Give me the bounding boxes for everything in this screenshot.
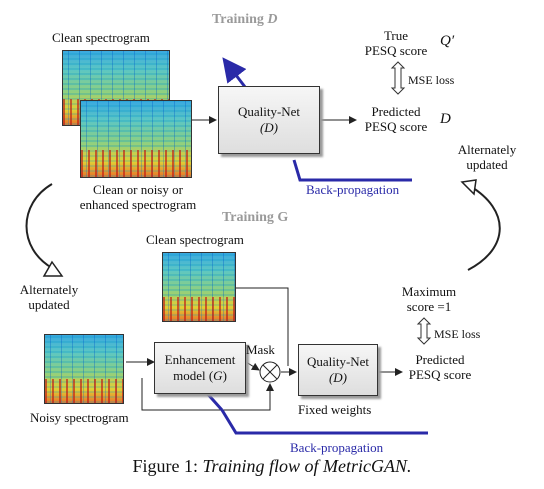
maximum-score-label: Maximum score =1 [401,284,457,314]
mse-double-arrow-bottom [416,317,432,345]
backprop-d-label: Back-propagation [306,182,400,197]
arrow-noisy-to-multiply [141,378,274,411]
mse-double-arrow-top [390,61,406,95]
arrow-enhancement-to-multiply [245,361,260,371]
enhancement-model-box: Enhancement model (G) [154,342,246,394]
noisy-spectrogram-image-g [44,334,124,404]
noisy-spectrogram-image-d [80,100,192,178]
arrow-clean-to-quality-net-g [236,287,289,366]
true-score-variable: Q′ [440,33,455,49]
fixed-weights-label: Fixed weights [298,402,372,417]
predicted-score-variable: D [440,111,451,127]
mask-label: Mask [246,342,275,357]
backprop-d-line [292,159,412,182]
training-g-label: Training G [222,210,289,225]
alternately-left-arrow [25,183,53,269]
training-d-label: Training D [212,12,278,27]
alternately-updated-left: Alternately updated [19,282,79,312]
backprop-g-line [220,409,428,435]
clean-spectrogram-label-d: Clean spectrogram [52,30,150,45]
noisy-spectrogram-label: Noisy spectrogram [30,410,129,425]
mse-loss-label-d: MSE loss [408,73,455,87]
clean-spectrogram-image-g [162,252,236,322]
alternately-right-arrow [467,185,501,271]
mse-loss-label-g: MSE loss [434,327,481,341]
figure-caption: Figure 1: Training flow of MetricGAN. [132,456,412,476]
predicted-pesq-score-label-g: Predicted PESQ score [408,352,472,382]
clean-spectrogram-label-g: Clean spectrogram [146,232,244,247]
clean-noisy-enhanced-label: Clean or noisy or enhanced spectrogram [79,182,197,212]
true-pesq-score-label: True PESQ score [364,28,428,58]
backprop-g-label: Back-propagation [290,440,384,455]
alternately-updated-right: Alternately updated [457,142,517,172]
quality-net-g-box: Quality-Net (D) [298,344,378,396]
predicted-pesq-score-label-d: Predicted PESQ score [364,104,428,134]
quality-net-d-box: Quality-Net (D) [218,86,320,154]
